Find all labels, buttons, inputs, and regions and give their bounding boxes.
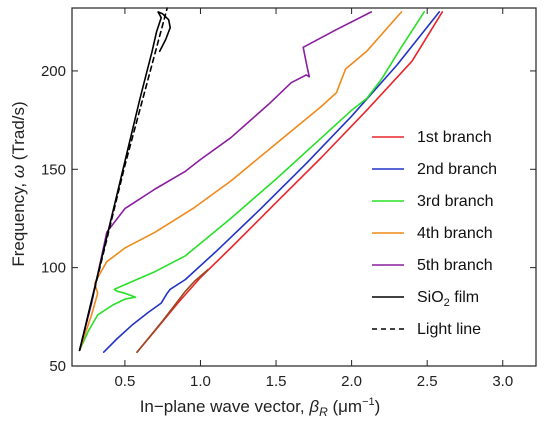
legend-label-sio2-sub: 2 [444, 297, 450, 309]
x-axis-title-prefix: In−plane wave vector, [140, 397, 310, 416]
y-tick-label-3: 200 [41, 63, 66, 80]
series-line-light [78, 7, 168, 352]
y-tick-label-1: 100 [41, 260, 66, 277]
series-line-branch3 [78, 11, 425, 352]
legend-label-light: Light line [417, 321, 481, 338]
legend-label-branch1: 1st branch [417, 129, 492, 146]
y-axis-title-unit: (Trad/s) [9, 101, 28, 165]
x-tick-label-5: 3.0 [492, 373, 513, 390]
tick-layer: 0.5 1.0 1.5 2.0 2.5 3.0 50 100 150 200 [41, 8, 536, 390]
x-axis-title-unit-open: (μm [328, 397, 362, 416]
series-line-branch1 [136, 11, 444, 353]
x-axis-title-symbol: β [308, 397, 319, 416]
legend-label-branch4: 4th branch [417, 225, 493, 242]
x-tick-label-4: 2.5 [417, 373, 438, 390]
x-tick-label-1: 1.0 [190, 373, 211, 390]
legend-label-sio2-text: SiO [417, 289, 444, 306]
legend-label-branch3: 3rd branch [417, 193, 494, 210]
x-tick-label-0: 0.5 [114, 373, 135, 390]
x-axis-title-unit-sup: −1 [362, 396, 375, 408]
series-line-branch4 [78, 11, 403, 352]
legend-label-sio2: SiO2 film [417, 289, 479, 309]
series-line-brown [136, 268, 209, 353]
x-axis-title: In−plane wave vector, βR (μm−1) [140, 396, 381, 419]
y-tick-label-2: 150 [41, 161, 66, 178]
x-tick-label-2: 1.5 [266, 373, 287, 390]
legend-label-branch2: 2nd branch [417, 161, 497, 178]
series-line-branch5 [78, 11, 373, 352]
x-axis-title-unit-close: ) [375, 397, 381, 416]
y-axis-title-prefix: Frequency, [9, 178, 28, 267]
legend: 1st branch 2nd branch 3rd branch 4th branch… [372, 129, 497, 338]
series-line-branch2 [102, 11, 441, 353]
x-axis-title-symbol-sub: R [319, 405, 328, 419]
series-layer [78, 7, 444, 353]
legend-label-sio2-after: film [450, 289, 479, 306]
x-tick-label-3: 2.0 [341, 373, 362, 390]
y-axis-title: Frequency, ω (Trad/s) [9, 101, 28, 266]
plot-frame [71, 7, 537, 367]
y-tick-label-0: 50 [49, 358, 66, 375]
legend-label-branch5: 5th branch [417, 257, 493, 274]
y-axis-title-symbol: ω [9, 165, 28, 178]
